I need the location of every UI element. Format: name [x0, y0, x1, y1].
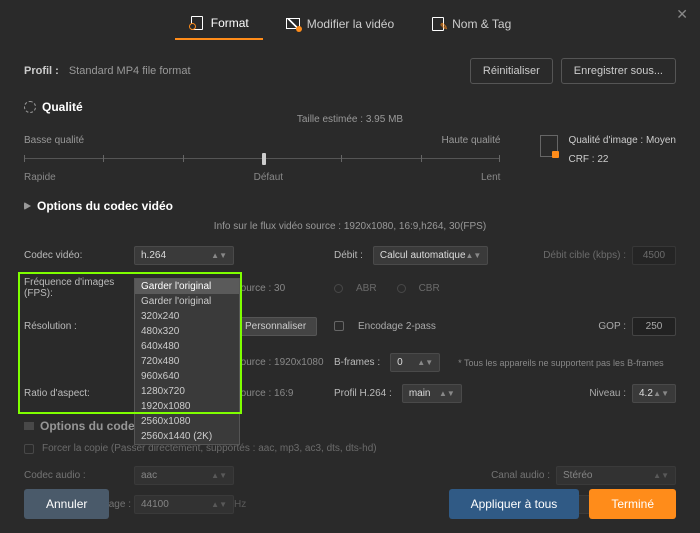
fps-source: Source : 30: [234, 283, 334, 294]
image-quality-icon: [540, 135, 558, 157]
tab-edit-label: Modifier la vidéo: [307, 17, 394, 31]
level-select[interactable]: 4.2▲▼: [632, 384, 676, 403]
resolution-option[interactable]: 720x480: [135, 354, 239, 369]
done-button[interactable]: Terminé: [589, 489, 676, 519]
resolution-dropdown[interactable]: Garder l'originalGarder l'original320x24…: [134, 278, 240, 445]
tab-format[interactable]: Format: [175, 8, 263, 40]
video-codec-label: Codec vidéo:: [24, 250, 134, 261]
audio-codec-section-title: Options du codec audio: [0, 403, 700, 437]
apply-all-button[interactable]: Appliquer à tous: [449, 489, 580, 519]
resolution-option[interactable]: 2560x1080: [135, 414, 239, 429]
save-as-button[interactable]: Enregistrer sous...: [561, 58, 676, 84]
tabs-bar: ✕ Format Modifier la vidéo Nom & Tag: [0, 0, 700, 40]
slider-thumb[interactable]: [262, 153, 266, 165]
quality-slider[interactable]: [24, 152, 500, 166]
reset-button[interactable]: Réinitialiser: [470, 58, 553, 84]
fast-label: Rapide: [24, 172, 56, 183]
tab-tag-label: Nom & Tag: [452, 17, 511, 31]
quality-section-title: Qualité: [0, 84, 700, 118]
bitrate-select[interactable]: Calcul automatique▲▼: [373, 246, 488, 265]
footer-bar: Annuler Appliquer à tous Terminé: [0, 475, 700, 533]
fps-label: Fréquence d'images (FPS):: [24, 277, 134, 299]
tab-format-label: Format: [211, 16, 249, 30]
crf-text: CRF : 22: [568, 154, 676, 165]
resolution-option[interactable]: 2560x1440 (2K): [135, 429, 239, 444]
resolution-source: Source : 1920x1080: [234, 357, 334, 368]
edit-video-icon: [285, 17, 301, 31]
slow-label: Lent: [481, 172, 500, 183]
gear-icon: [24, 101, 36, 113]
speaker-icon: [24, 422, 34, 430]
aspect-ratio-source: Source : 16:9: [234, 388, 334, 399]
aspect-ratio-label: Ratio d'aspect:: [24, 388, 134, 399]
bframes-note: * Tous les appareils ne supportent pas l…: [458, 358, 663, 368]
resolution-option[interactable]: 480x320: [135, 324, 239, 339]
cancel-button[interactable]: Annuler: [24, 489, 109, 519]
default-label: Défaut: [254, 172, 283, 183]
abr-radio[interactable]: [334, 284, 343, 293]
video-codec-title-text: Options du codec vidéo: [37, 199, 173, 213]
resolution-option[interactable]: Garder l'original: [135, 279, 239, 294]
resolution-option[interactable]: 960x640: [135, 369, 239, 384]
image-quality-text: Qualité d'image : Moyen: [568, 135, 676, 146]
h264-profile-label: Profil H.264 :: [334, 388, 392, 399]
h264-profile-select[interactable]: main▲▼: [402, 384, 462, 403]
high-quality-label: Haute qualité: [442, 135, 501, 146]
play-icon: [24, 202, 31, 210]
estimated-size: Taille estimée : 3.95 MB: [0, 114, 700, 125]
resolution-option[interactable]: 320x240: [135, 309, 239, 324]
resolution-option[interactable]: 640x480: [135, 339, 239, 354]
tab-tag[interactable]: Nom & Tag: [416, 8, 525, 40]
bframes-label: B-frames :: [334, 357, 380, 368]
tab-edit[interactable]: Modifier la vidéo: [271, 8, 408, 40]
resolution-option[interactable]: 1280x720: [135, 384, 239, 399]
resolution-label: Résolution :: [24, 321, 134, 332]
target-bitrate-value: 4500: [632, 246, 676, 265]
resolution-option[interactable]: Garder l'original: [135, 294, 239, 309]
video-codec-select[interactable]: h.264▲▼: [134, 246, 234, 265]
profile-value: Standard MP4 file format: [69, 65, 191, 77]
close-icon[interactable]: ✕: [676, 6, 688, 23]
encoding-2pass-checkbox[interactable]: [334, 321, 344, 331]
encoding-2pass-label: Encodage 2-pass: [358, 321, 436, 332]
low-quality-label: Basse qualité: [24, 135, 84, 146]
name-tag-icon: [430, 17, 446, 31]
resolution-option[interactable]: 1920x1080: [135, 399, 239, 414]
level-label: Niveau :: [589, 388, 626, 399]
bitrate-label: Débit :: [334, 250, 363, 261]
customize-button[interactable]: Personnaliser: [234, 317, 317, 336]
video-codec-section-title: Options du codec vidéo: [0, 183, 700, 217]
cbr-label: CBR: [419, 283, 440, 294]
image-quality-block: Qualité d'image : Moyen CRF : 22: [540, 135, 676, 183]
source-stream-info: Info sur le flux vidéo source : 1920x108…: [0, 217, 700, 236]
profile-row: Profil : Standard MP4 file format Réinit…: [0, 40, 700, 84]
quality-slider-block: Basse qualité Haute qualité Rapide Défaut L…: [24, 135, 500, 183]
bframes-select[interactable]: 0▲▼: [390, 353, 440, 372]
profile-label: Profil :: [24, 65, 59, 77]
abr-label: ABR: [356, 283, 377, 294]
gop-value[interactable]: 250: [632, 317, 676, 336]
force-copy-checkbox[interactable]: [24, 444, 34, 454]
format-icon: [189, 16, 205, 30]
gop-label: GOP :: [598, 321, 626, 332]
target-bitrate-label: Débit cible (kbps) :: [543, 250, 626, 261]
quality-title-text: Qualité: [42, 100, 83, 114]
cbr-radio[interactable]: [397, 284, 406, 293]
